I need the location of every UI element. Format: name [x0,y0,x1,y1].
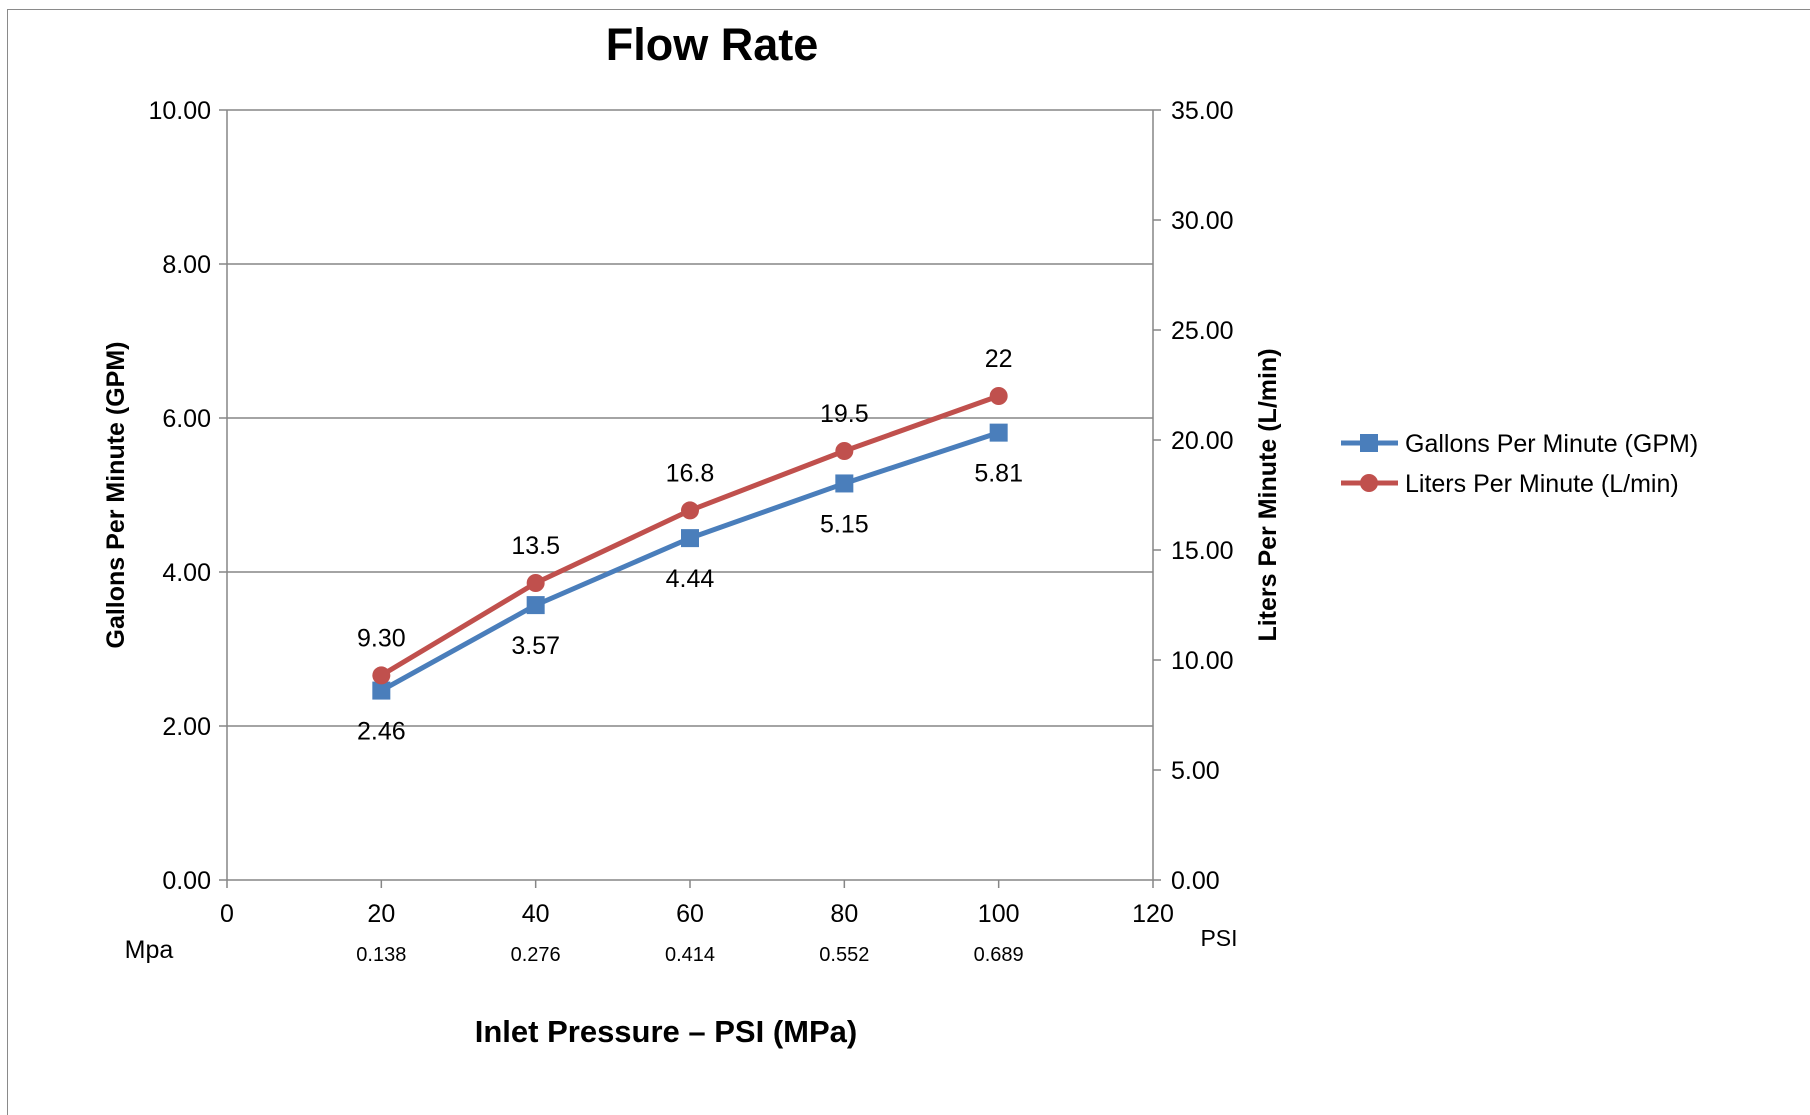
y2-tick-label: 5.00 [1171,757,1220,785]
y2-tick-label: 10.00 [1171,647,1234,675]
legend-label: Liters Per Minute (L/min) [1405,470,1679,498]
gridlines [227,109,1153,727]
legend-label: Gallons Per Minute (GPM) [1405,430,1698,458]
chart-title: Flow Rate [606,19,819,70]
x-axis-title: Inlet Pressure – PSI (MPa) [475,1014,857,1049]
data-label: 3.57 [511,632,560,660]
y-tick-label: 8.00 [162,251,211,279]
mpa-tick-labels: 0.138 0.276 0.414 0.552 0.689 [356,944,1023,966]
y-tick-label: 4.00 [162,559,211,587]
gpm-point [526,596,545,615]
legend: Gallons Per Minute (GPM) Liters Per Minut… [1341,430,1698,498]
series-data-labels: 2.46 3.57 4.44 5.15 5.81 9.30 13.5 16.8 19.5 22 [357,345,1023,746]
x-tick-label: 0 [220,900,234,928]
y-tick-label: 2.00 [162,713,211,741]
mpa-tick-label: 0.689 [974,944,1024,966]
x-tick-label: 20 [367,900,395,928]
lpm-point [835,442,854,460]
y2-tick-label: 0.00 [1171,867,1220,895]
data-label: 13.5 [511,532,560,560]
gpm-point [372,681,391,700]
y-axis-tick-labels: 0.00 2.00 4.00 6.00 8.00 10.00 [148,97,211,895]
lpm-point [989,387,1008,405]
y2-tick-label: 15.00 [1171,537,1234,565]
data-label: 5.15 [820,510,869,538]
data-label: 2.46 [357,718,406,746]
y-axis-title: Gallons Per Minute (GPM) [102,342,130,649]
y-tick-label: 0.00 [162,867,211,895]
axes [219,109,1161,888]
series-markers [372,387,1008,700]
x-tick-label: 60 [676,900,704,928]
mpa-tick-label: 0.414 [665,944,715,966]
data-label: 9.30 [357,624,406,652]
y-tick-label: 10.00 [148,97,211,125]
gpm-point [989,423,1008,442]
data-label: 4.44 [666,565,715,593]
lpm-point [526,574,545,592]
psi-unit-label: PSI [1200,925,1237,951]
y2-axis-tick-labels: 0.00 5.00 10.00 15.00 20.00 25.00 30.00 35.00 [1171,97,1234,895]
x-axis-tick-labels: 0 20 40 60 80 100 120 [220,900,1174,928]
mpa-tick-label: 0.552 [819,944,869,966]
legend-square-marker [1360,434,1378,452]
gpm-point [835,474,854,493]
data-label: 16.8 [666,459,715,487]
x-tick-label: 40 [522,900,550,928]
y2-tick-label: 30.00 [1171,207,1234,235]
data-label: 22 [985,345,1013,373]
data-label: 19.5 [820,400,869,428]
data-label: 5.81 [974,460,1023,488]
lpm-point [372,666,391,685]
y2-axis-title: Liters Per Minute (L/min) [1254,348,1282,641]
mpa-tick-label: 0.138 [356,944,406,966]
y-tick-label: 6.00 [162,405,211,433]
x-tick-label: 80 [830,900,858,928]
lpm-point [681,501,699,520]
chart-frame [7,9,1810,1115]
y2-tick-label: 35.00 [1171,97,1234,125]
mpa-row-label: Mpa [125,936,174,964]
x-tick-label: 120 [1132,900,1174,928]
y2-tick-label: 20.00 [1171,427,1234,455]
mpa-tick-label: 0.276 [511,944,561,966]
legend-circle-marker [1360,474,1378,492]
x-tick-label: 100 [978,900,1020,928]
y2-tick-label: 25.00 [1171,317,1234,345]
gpm-point [681,529,699,548]
